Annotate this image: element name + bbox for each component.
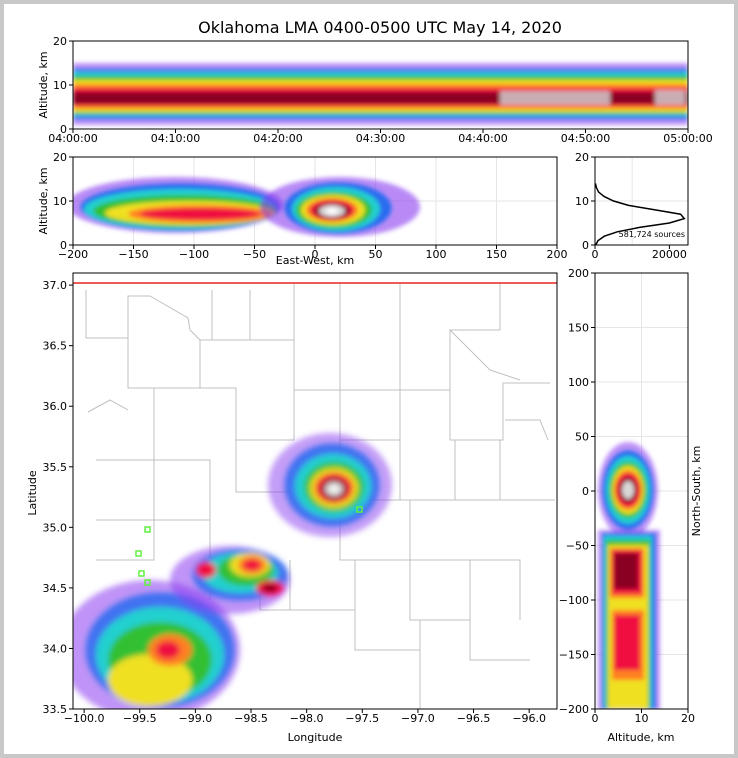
- east-west-y-ticks: 0 10 20: [53, 151, 73, 252]
- plan-view-density: [73, 433, 392, 709]
- latitude-axis-label: Latitude: [26, 470, 39, 516]
- north-south-x-ticks: 0 10 20: [592, 709, 695, 725]
- east-west-panel: −200 −150 −100 −50 0 50 100 150 200 0 10 20 East-W…: [37, 151, 568, 267]
- figure-frame: Oklahoma LMA 0400-0500 UTC May 14, 2020 …: [4, 4, 734, 754]
- ns-ytick-label: 50: [575, 431, 589, 444]
- lat-tick-label: 36.0: [43, 400, 68, 413]
- north-south-panel: 0 10 20 −200 −150 −100 −50 0 50 100 150 200 Altitu…: [559, 267, 703, 744]
- lon-tick-label: −100.0: [64, 712, 105, 725]
- time-axis-ticks: 04:00:00 04:10:00 04:20:00 04:30:00 04:40:00…: [48, 129, 713, 145]
- time-tick-label: 04:20:00: [253, 132, 302, 145]
- lat-tick-label: 33.5: [43, 703, 68, 716]
- lon-tick-label: −96.0: [512, 712, 546, 725]
- ns-xtick-label: 20: [681, 712, 695, 725]
- longitude-ticks: −100.0 −99.5 −99.0 −98.5 −98.0 −97.5 −97.0 −96.…: [64, 709, 546, 725]
- ns-ytick-label: 100: [568, 376, 589, 389]
- time-height-density: [73, 63, 688, 125]
- lon-tick-label: −99.0: [179, 712, 213, 725]
- lat-tick-label: 36.5: [43, 340, 68, 353]
- hist-xtick-label: 20000: [652, 248, 687, 261]
- altitude-histogram-line: [595, 183, 686, 245]
- ew-xtick-label: −100: [179, 248, 209, 261]
- ns-ytick-label: −200: [559, 703, 589, 716]
- ew-xtick-label: −200: [58, 248, 88, 261]
- ew-ytick-label: 10: [53, 195, 67, 208]
- east-west-x-ticks: −200 −150 −100 −50 0 50 100 150 200: [58, 245, 568, 261]
- hist-ytick-label: 0: [582, 239, 589, 252]
- ew-xtick-label: 0: [312, 248, 319, 261]
- altitude-histogram-panel: 0 20000 0 10 20 581,724 sources: [575, 151, 689, 261]
- station-markers: [135, 506, 363, 586]
- lon-tick-label: −98.5: [234, 712, 268, 725]
- east-west-y-label: Altitude, km: [37, 167, 50, 234]
- county-boundaries: [85, 283, 555, 709]
- lon-tick-label: −98.0: [290, 712, 324, 725]
- ns-ytick-label: 200: [568, 267, 589, 280]
- time-height-ytick-label: 0: [60, 123, 67, 136]
- ns-xtick-label: 10: [635, 712, 649, 725]
- ns-xtick-label: 0: [592, 712, 599, 725]
- time-tick-label: 04:30:00: [356, 132, 405, 145]
- hist-xtick-label: 0: [592, 248, 599, 261]
- east-west-x-label: East-West, km: [276, 254, 354, 267]
- ns-ytick-label: −150: [559, 649, 589, 662]
- histogram-grid: [595, 157, 688, 245]
- north-south-density: [598, 442, 660, 709]
- lat-tick-label: 37.0: [43, 279, 68, 292]
- lon-tick-label: −96.5: [457, 712, 491, 725]
- ew-xtick-label: 100: [426, 248, 447, 261]
- ns-ytick-label: −100: [559, 594, 589, 607]
- time-tick-label: 04:50:00: [561, 132, 610, 145]
- ew-xtick-label: 50: [369, 248, 383, 261]
- longitude-axis-label: Longitude: [288, 731, 343, 744]
- ew-ytick-label: 0: [60, 239, 67, 252]
- lat-tick-label: 34.0: [43, 642, 68, 655]
- east-west-density: [73, 177, 420, 237]
- north-south-x-label: Altitude, km: [607, 731, 674, 744]
- north-south-y-ticks: −200 −150 −100 −50 0 50 100 150 200: [559, 267, 595, 716]
- plan-view-map: −100.0 −99.5 −99.0 −98.5 −98.0 −97.5 −97.0 −96.…: [26, 272, 558, 744]
- ew-xtick-label: 150: [486, 248, 507, 261]
- ns-ytick-label: −50: [566, 540, 589, 553]
- ns-ytick-label: 0: [582, 485, 589, 498]
- histogram-y-ticks: 0 10 20: [575, 151, 595, 252]
- lat-tick-label: 34.5: [43, 582, 68, 595]
- latitude-ticks: 33.5 34.0 34.5 35.0 35.5 36.0 36.5 37.0: [43, 279, 73, 716]
- lon-tick-label: −97.0: [401, 712, 435, 725]
- time-tick-label: 04:10:00: [151, 132, 200, 145]
- lat-tick-label: 35.0: [43, 521, 68, 534]
- time-tick-label: 05:00:00: [663, 132, 712, 145]
- hist-ytick-label: 20: [575, 151, 589, 164]
- lat-tick-label: 35.5: [43, 461, 68, 474]
- ew-xtick-label: −50: [243, 248, 266, 261]
- lon-tick-label: −99.5: [123, 712, 157, 725]
- time-height-panel: 04:00:00 04:10:00 04:20:00 04:30:00 04:40:00…: [37, 35, 713, 145]
- ew-ytick-label: 20: [53, 151, 67, 164]
- north-south-y-label: North-South, km: [690, 446, 703, 537]
- lon-tick-label: −97.5: [345, 712, 379, 725]
- time-height-ytick-label: 10: [53, 79, 67, 92]
- source-count: 581,724 sources: [619, 230, 685, 239]
- time-tick-label: 04:00:00: [48, 132, 97, 145]
- figure-title: Oklahoma LMA 0400-0500 UTC May 14, 2020: [198, 18, 562, 37]
- ns-ytick-label: 150: [568, 322, 589, 335]
- time-tick-label: 04:40:00: [458, 132, 507, 145]
- histogram-x-ticks: 0 20000: [592, 245, 687, 261]
- time-height-y-ticks: 0 10 20: [53, 35, 73, 136]
- ew-xtick-label: 200: [547, 248, 568, 261]
- ew-xtick-label: −150: [118, 248, 148, 261]
- time-height-y-label: Altitude, km: [37, 51, 50, 118]
- time-height-ytick-label: 20: [53, 35, 67, 48]
- hist-ytick-label: 10: [575, 195, 589, 208]
